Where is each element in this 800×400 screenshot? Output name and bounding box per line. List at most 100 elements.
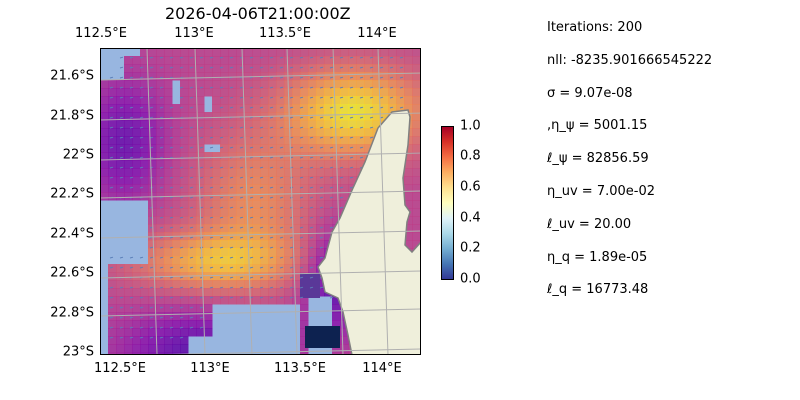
quiver-arrow: [339, 186, 344, 189]
heatmap-cell: [276, 80, 285, 89]
heatmap-cell: [220, 48, 229, 57]
heatmap-cell: [260, 296, 269, 305]
heatmap-cell: [180, 56, 189, 65]
heatmap-cell: [116, 176, 125, 185]
heatmap-cell: [396, 96, 405, 105]
heatmap-cell: [284, 64, 293, 73]
heatmap-cell: [276, 176, 285, 185]
quiver-arrow: [119, 66, 124, 69]
quiver-arrow: [339, 146, 344, 149]
lon-tick-label-bottom: 112.5°E: [94, 361, 146, 376]
quiver-arrow: [199, 66, 204, 69]
quiver-arrow: [209, 226, 214, 229]
heatmap-cell: [148, 160, 157, 169]
heatmap-cell: [228, 72, 237, 81]
heatmap-cell: [116, 168, 125, 177]
heatmap-cell: [236, 280, 245, 289]
quiver-arrow: [259, 246, 264, 249]
quiver-arrow: [139, 336, 144, 339]
quiver-arrow: [239, 246, 244, 249]
quiver-arrow: [129, 156, 134, 159]
quiver-arrow: [219, 216, 224, 219]
quiver-arrow: [229, 186, 234, 189]
heatmap-cell: [316, 176, 325, 185]
quiver-arrow: [329, 126, 334, 129]
heatmap-cell: [340, 192, 349, 201]
quiver-arrow: [299, 166, 304, 169]
heatmap-cell: [340, 328, 349, 337]
quiver-arrow: [139, 286, 144, 289]
heatmap-cell: [300, 248, 309, 257]
heatmap-cell: [404, 104, 413, 113]
heatmap-cell: [204, 224, 213, 233]
quiver-arrow: [239, 186, 244, 189]
heatmap-cell: [156, 168, 165, 177]
heatmap-cell: [228, 232, 237, 241]
heatmap-cell: [284, 248, 293, 257]
heatmap-cell: [172, 320, 181, 329]
heatmap-cell: [340, 320, 349, 329]
heatmap-cell: [292, 200, 301, 209]
heatmap-cell: [140, 64, 149, 73]
heatmap-cell: [236, 120, 245, 129]
quiver-arrow: [249, 96, 254, 99]
quiver-arrow: [189, 86, 194, 89]
quiver-arrow: [299, 156, 304, 159]
quiver-arrow: [149, 316, 154, 319]
quiver-arrow: [209, 176, 214, 179]
quiver-arrow: [249, 176, 254, 179]
heatmap-cell: [188, 200, 197, 209]
quiver-arrow: [249, 136, 254, 139]
heatmap-cell: [156, 208, 165, 217]
colorbar-tick-label: 0.4: [460, 210, 481, 226]
quiver-arrow: [119, 256, 124, 259]
quiver-arrow: [189, 236, 194, 239]
heatmap-cell: [300, 344, 309, 353]
heatmap-cell: [108, 192, 117, 201]
quiver-arrow: [169, 116, 174, 119]
heatmap-cell: [228, 280, 237, 289]
lon-tick-label-bottom: 113°E: [190, 361, 230, 376]
heatmap-cell: [252, 240, 261, 249]
heatmap-cell: [300, 240, 309, 249]
quiver-arrow: [139, 106, 144, 109]
heatmap-cell: [300, 96, 309, 105]
heatmap-cell: [212, 168, 221, 177]
quiver-arrow: [339, 206, 344, 209]
heatmap-cell: [308, 168, 317, 177]
heatmap-cell: [324, 152, 333, 161]
quiver-arrow: [229, 236, 234, 239]
heatmap-cell: [356, 160, 365, 169]
quiver-arrow: [279, 116, 284, 119]
heatmap-cell: [156, 296, 165, 305]
quiver-arrow: [319, 106, 324, 109]
quiver-arrow: [259, 196, 264, 199]
quiver-arrow: [259, 146, 264, 149]
heatmap-cell: [236, 296, 245, 305]
heatmap-cell: [132, 336, 141, 345]
heatmap-cell: [324, 160, 333, 169]
heatmap-cell: [252, 200, 261, 209]
heatmap-cell: [140, 96, 149, 105]
quiver-arrow: [309, 256, 314, 259]
quiver-arrow: [289, 116, 294, 119]
heatmap-cell: [300, 48, 309, 57]
quiver-arrow: [379, 76, 384, 79]
heatmap-cell: [172, 248, 181, 257]
heatmap-cell: [204, 296, 213, 305]
heatmap-cell: [268, 264, 277, 273]
quiver-arrow: [209, 136, 214, 139]
heatmap-cell: [308, 128, 317, 137]
heatmap-cell: [404, 192, 413, 201]
heatmap-cell: [300, 232, 309, 241]
heatmap-cell: [124, 352, 133, 355]
quiver-arrow: [139, 126, 144, 129]
quiver-arrow: [129, 326, 134, 329]
quiver-arrow: [269, 246, 274, 249]
heatmap-cell: [292, 176, 301, 185]
heatmap-cell: [380, 80, 389, 89]
quiver-arrow: [269, 166, 274, 169]
heatmap-cell: [196, 320, 205, 329]
heatmap-cell: [364, 48, 373, 57]
heatmap-cell: [372, 112, 381, 121]
